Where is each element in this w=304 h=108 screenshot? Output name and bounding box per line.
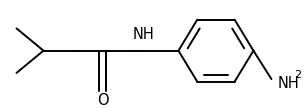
Text: O: O: [97, 93, 109, 108]
Text: 2: 2: [294, 70, 301, 80]
Text: NH: NH: [133, 27, 154, 42]
Text: NH: NH: [278, 76, 299, 91]
